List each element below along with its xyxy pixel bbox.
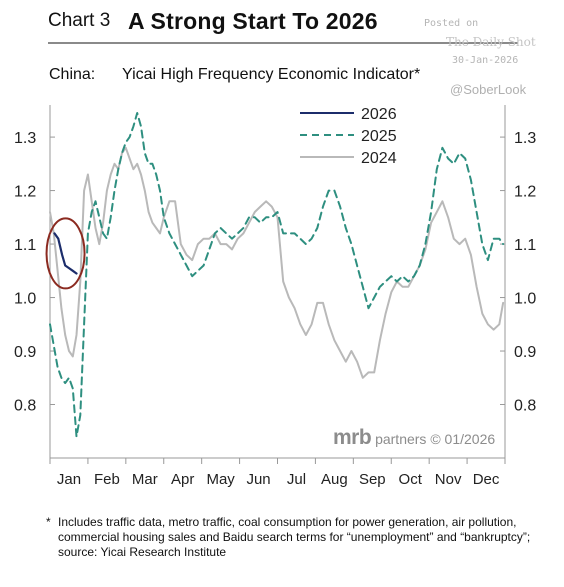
y-axis-left: 1.3 1.2 1.1 1.0 0.9 0.8: [14, 130, 55, 415]
y-tick-label-right: 0.9: [514, 344, 536, 361]
y-tick-label-right: 1.2: [514, 184, 536, 201]
y-tick-label-right: 0.8: [514, 398, 536, 415]
footnote-marker: *: [46, 515, 51, 529]
x-tick-label: Jan: [57, 471, 81, 488]
credit-brand: mrb: [333, 426, 372, 449]
legend-label-2026: 2026: [361, 106, 397, 123]
footnote: * Includes traffic data, metro traffic, …: [46, 515, 564, 560]
x-tick-label: Dec: [473, 471, 500, 488]
y-tick-label-left: 0.8: [14, 398, 36, 415]
watermark-date: 30-Jan-2026: [452, 55, 519, 66]
watermark-posted-on: Posted on: [424, 18, 479, 29]
y-tick-label-left: 1.0: [14, 291, 36, 308]
y-tick-label-right: 1.3: [514, 130, 536, 147]
x-tick-label: Sep: [359, 471, 386, 488]
footnote-text: Includes traffic data, metro traffic, co…: [58, 515, 531, 559]
y-tick-label-left: 1.1: [14, 237, 36, 254]
y-tick-label-right: 1.1: [514, 237, 536, 254]
legend-label-2025: 2025: [361, 128, 397, 145]
series-line-2025: [49, 112, 505, 438]
x-tick-label: Nov: [435, 471, 462, 488]
x-tick-label: Apr: [171, 471, 194, 488]
y-tick-label-left: 1.2: [14, 184, 36, 201]
y-axis-right: 1.3 1.2 1.1 1.0 0.9 0.8: [500, 130, 536, 415]
chart-number: Chart 3: [48, 10, 111, 31]
chart-title: A Strong Start To 2026: [128, 8, 378, 34]
highlight-annotation: [45, 217, 86, 290]
y-tick-label-right: 1.0: [514, 291, 536, 308]
series-line-2026: [53, 232, 78, 275]
y-tick-label-left: 1.3: [14, 130, 36, 147]
chart-axes: [49, 105, 506, 459]
x-tick-label: Aug: [321, 471, 348, 488]
x-tick-label: May: [206, 471, 235, 488]
x-tick-label: Jun: [246, 471, 270, 488]
source-credit: mrb partners © 01/2026: [333, 426, 495, 450]
series-lines: [49, 112, 505, 438]
x-axis: Jan Feb Mar Apr May Jun Jul Aug Sep Oct Nov Dec: [49, 458, 506, 488]
y-tick-label-left: 0.9: [14, 344, 36, 361]
credit-text: partners © 01/2026: [371, 431, 496, 447]
x-tick-label: Jul: [287, 471, 306, 488]
x-tick-label: Oct: [399, 471, 423, 488]
header-divider: [48, 42, 518, 44]
x-tick-label: Mar: [132, 471, 158, 488]
legend: 2026 2025 2024: [300, 106, 397, 167]
legend-label-2024: 2024: [361, 150, 397, 167]
highlight-ellipse: [45, 217, 86, 290]
subtitle-region: China:: [49, 66, 96, 83]
subtitle-indicator-name: Yicai High Frequency Economic Indicator*: [122, 66, 421, 83]
watermark-site: The Daily Shot: [446, 35, 536, 49]
watermark-handle: @SoberLook: [450, 82, 527, 97]
x-tick-label: Feb: [94, 471, 120, 488]
